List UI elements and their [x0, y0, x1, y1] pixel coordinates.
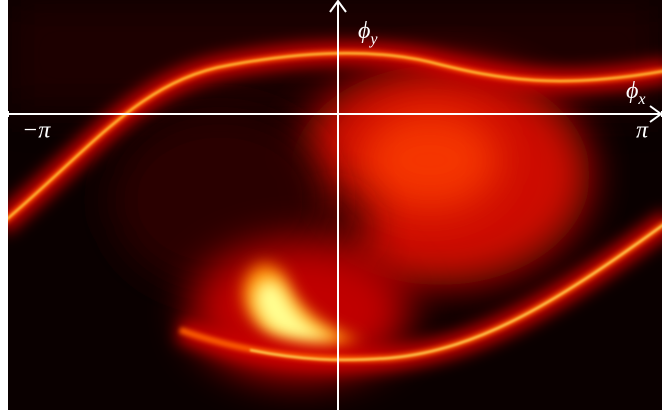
x-axis-label: ϕx	[626, 78, 646, 108]
y-axis-label: ϕy	[358, 18, 378, 48]
y-arrow	[329, 0, 347, 13]
x-tick-label: −π	[22, 118, 51, 144]
x-tick-label: π	[636, 118, 649, 144]
ticks: −π π	[7, 111, 663, 144]
